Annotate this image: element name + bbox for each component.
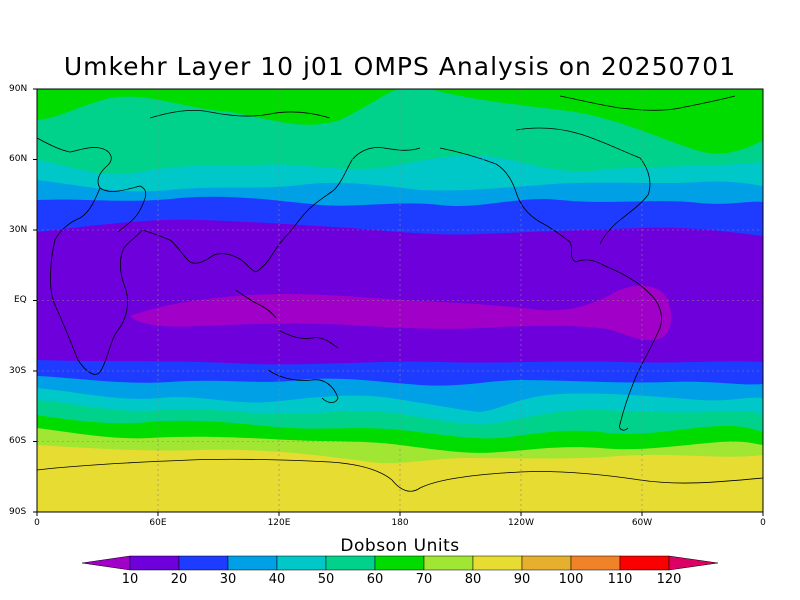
lon-label-0: 0 [34, 518, 40, 528]
colorbar-segment [472, 555, 523, 571]
colorbar-segment [374, 555, 425, 571]
colorbar-segment [129, 555, 180, 571]
colorbar-segment [227, 555, 278, 571]
lon-label-120e: 120E [267, 518, 291, 528]
colorbar-segment [521, 555, 572, 571]
lon-label-0-east: 0 [760, 518, 766, 528]
ozone-band-70-north-west [37, 89, 400, 125]
lat-label-60s: 60S [9, 436, 27, 446]
colorbar-label: 10 [121, 572, 139, 587]
colorbar-label: 60 [366, 572, 384, 587]
colorbar [81, 555, 719, 571]
gridlines [37, 89, 763, 512]
colorbar-segment [325, 555, 376, 571]
colorbar-segment [423, 555, 474, 571]
colorbar-title: Dobson Units [340, 536, 460, 556]
colorbar-segment [276, 555, 327, 571]
ozone-band-90 [37, 445, 763, 512]
lon-label-60e: 60E [149, 518, 167, 528]
map-title: Umkehr Layer 10 j01 OMPS Analysis on 202… [63, 52, 737, 81]
coastlines [37, 95, 763, 492]
colorbar-arrow-low [81, 555, 131, 571]
lat-label-30n: 30N [9, 225, 28, 235]
lat-label-eq: EQ [14, 295, 27, 305]
colorbar-label: 110 [607, 572, 633, 587]
lon-label-180: 180 [391, 518, 409, 528]
ozone-band-70-north-east [430, 89, 763, 154]
colorbar-label: 70 [415, 572, 433, 587]
colorbar-segment [619, 555, 670, 571]
ozone-band-10 [130, 285, 672, 341]
colorbar-label: 20 [170, 572, 188, 587]
colorbar-label: 100 [558, 572, 584, 587]
colorbar-label: 40 [268, 572, 286, 587]
colorbar-label: 90 [513, 572, 531, 587]
lat-label-90n: 90N [9, 84, 28, 94]
lat-label-30s: 30S [9, 366, 27, 376]
lat-label-60n: 60N [9, 154, 28, 164]
colorbar-label: 120 [656, 572, 682, 587]
colorbar-segment [570, 555, 621, 571]
colorbar-label: 30 [219, 572, 237, 587]
axis-ticks [33, 88, 764, 516]
lon-label-120w: 120W [507, 518, 535, 528]
lon-label-60w: 60W [631, 518, 653, 528]
colorbar-arrow-high [668, 555, 719, 571]
colorbar-segment [178, 555, 229, 571]
lat-label-90s: 90S [9, 507, 27, 517]
colorbar-label: 50 [317, 572, 335, 587]
colorbar-label: 80 [464, 572, 482, 587]
